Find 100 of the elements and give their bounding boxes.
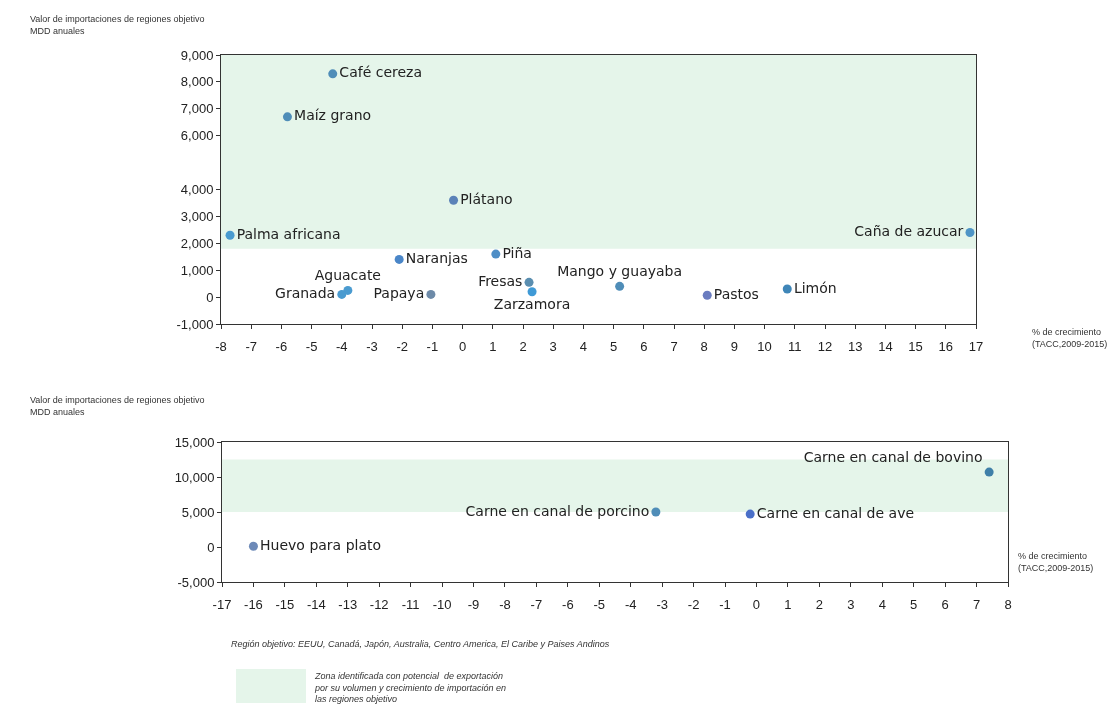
text: Zona identificada con potencial de exportación por su volumen y crecimiento de importación en las regiones objetivo [314,671,507,705]
x-tick-label: -1 [426,338,439,354]
y-tick-label: 8,000 [180,74,214,90]
x-tick-label: -2 [396,338,408,354]
x-tick-label: 0 [752,596,761,612]
series-label: Aguacate [314,267,381,284]
y-tick-label: 10,000 [174,469,215,485]
x-tick-label: -11 [401,596,420,612]
x-tick-label: -1 [719,596,731,612]
x-tick-label: 6 [941,596,949,612]
point [248,541,258,551]
x-tick-label: 6 [640,338,648,354]
x-tick-label: 10 [757,338,772,354]
y-tick-label: 0 [206,289,214,305]
point [282,112,292,122]
x-tick-label: 7 [972,596,981,612]
point [394,254,404,264]
x-tick-label: 15 [908,338,923,354]
y-tick-label: 7,000 [180,101,214,117]
x-tick-label: -8 [215,338,227,354]
point [965,228,975,238]
x-tick-label: -16 [244,596,263,612]
x-tick-label: 12 [817,338,833,354]
x-tick-label: 2 [815,596,823,612]
x-tick-label: -14 [306,596,326,612]
x-tick-label: -2 [687,596,700,612]
x-tick-label: -10 [432,596,452,612]
x-tick-label: 3 [549,338,557,354]
x-tick-label: 9 [730,338,739,354]
text: Región objetivo: EEUU, Canadá, Japón, Australia, Centro America, El Caribe y Paises Andinos [231,639,610,649]
x-tick-label: -6 [562,596,574,612]
series-label: Plátano [460,190,513,207]
series-label: Carne en canal de porcino [465,502,650,519]
series-label: Naranjas [405,249,468,266]
series-label: Carne en canal de bovino [803,448,983,465]
x-tick-label: 11 [788,338,802,354]
x-tick-label: -7 [245,338,257,354]
y-tick-label: 6,000 [180,128,214,144]
x-tick-label: -17 [212,596,232,612]
x-axis-title: % de crecimiento (TACC,2009-2015) [1018,551,1094,573]
y-tick-label: -1,000 [176,316,214,332]
point [984,467,994,477]
x-tick-label: -3 [366,338,378,354]
x-tick-label: 1 [489,338,497,354]
y-tick-label: 3,000 [180,208,214,224]
series-label: Fresas [478,272,523,289]
x-tick-label: -3 [656,596,668,612]
x-tick-label: 4 [878,596,886,612]
point [527,287,537,297]
point [449,195,459,205]
series-label: Carne en canal de ave [756,504,915,521]
x-tick-label: -4 [336,338,348,354]
y-tick-label: -5,000 [177,574,215,590]
series-label: Café cereza [339,64,423,81]
x-tick-label: 17 [968,338,984,354]
x-tick-label: -7 [530,596,543,612]
point [337,289,347,299]
x-tick-label: 13 [847,338,863,354]
x-tick-label: 4 [579,338,588,354]
x-tick-label: 8 [1004,596,1012,612]
x-tick-label: -12 [369,596,389,612]
x-tick-label: 14 [878,338,893,354]
point [702,290,712,300]
x-tick-label: -6 [275,338,288,354]
y-tick-label: 4,000 [180,182,214,198]
x-tick-label: -5 [593,596,606,612]
point [651,507,661,517]
x-tick-label: 16 [938,338,954,354]
point [745,509,755,519]
series-label: Limón [793,279,837,296]
point [328,69,338,79]
x-tick-label: -13 [338,596,358,612]
point [524,277,534,287]
x-axis-title: % de crecimiento (TACC,2009-2015) [1032,327,1108,349]
x-tick-label: -8 [499,596,511,612]
y-tick-label: 5,000 [181,504,215,520]
x-tick-label: 5 [910,596,918,612]
y-axis-title: Valor de importaciones de regiones objetivo MDD anuales [30,14,205,36]
series-label: Granada [275,284,336,301]
y-axis-title: Valor de importaciones de regiones objetivo MDD anuales [30,395,205,417]
x-tick-label: 0 [458,338,467,354]
series-label: Pastos [713,285,759,302]
point [615,281,625,291]
series-label: Mango y guayaba [557,263,683,280]
y-tick-label: 1,000 [180,262,214,278]
x-tick-label: 7 [670,338,678,354]
x-tick-label: -5 [305,338,318,354]
point [491,249,501,259]
y-tick-label: 15,000 [174,434,215,450]
point [782,284,792,294]
series-label: Maíz grano [294,107,372,124]
x-tick-label: 2 [519,338,527,354]
x-tick-label: 8 [700,338,708,354]
series-label: Papaya [373,284,425,301]
series-label: Palma africana [236,225,341,242]
x-tick-label: -4 [624,596,637,612]
series-label: Zarzamora [493,295,571,312]
y-tick-label: 9,000 [180,47,214,63]
x-tick-label: -9 [467,596,480,612]
series-label: Huevo para plato [260,536,382,553]
